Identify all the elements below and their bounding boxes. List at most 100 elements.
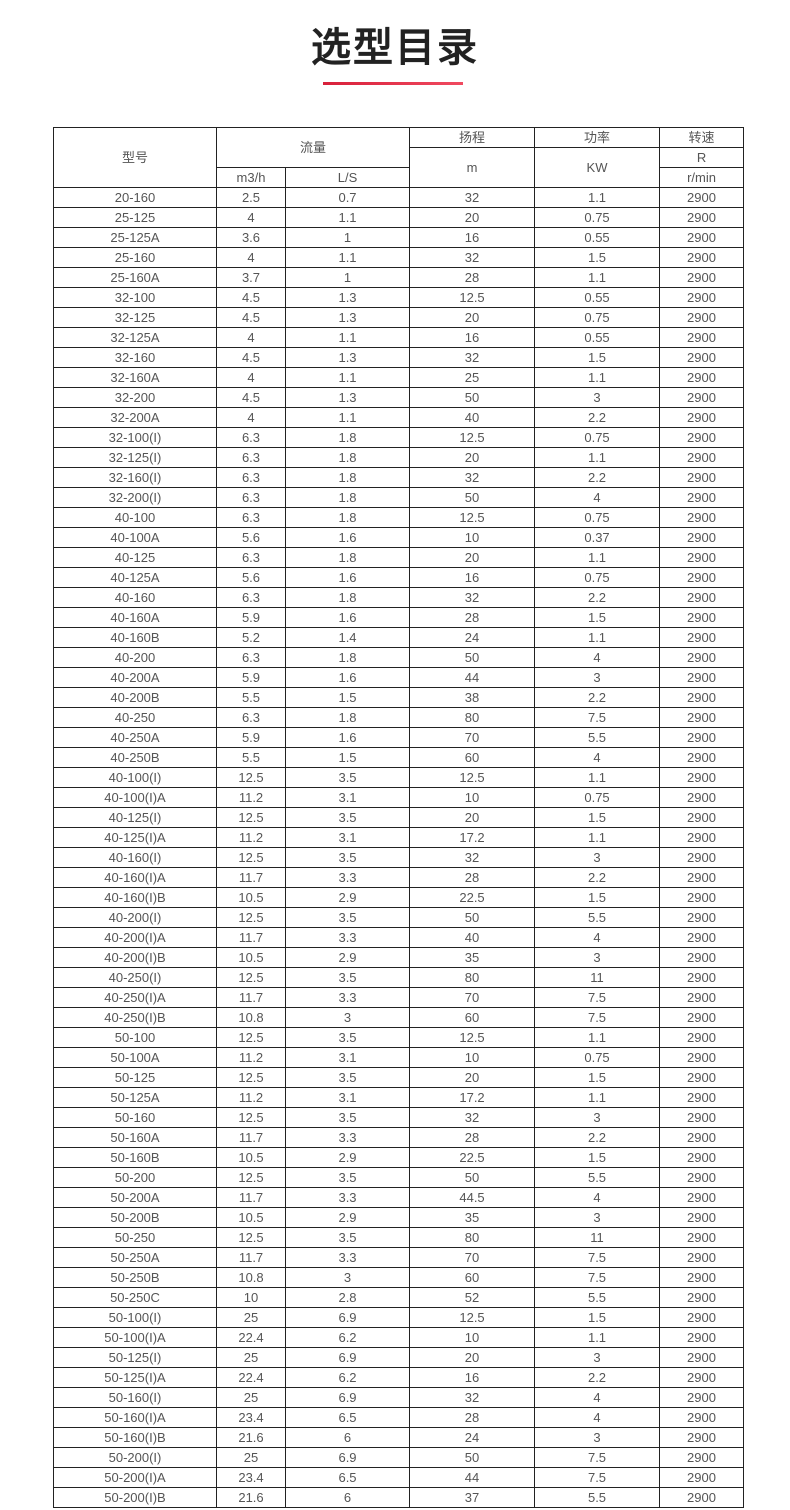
cell-flow-ls: 6.9 [284,1347,411,1368]
cell-head: 24 [409,1427,536,1448]
cell-speed: 2900 [659,267,745,288]
cell-flow-m3h: 5.6 [216,567,286,588]
cell-flow-m3h: 4.5 [216,387,286,408]
cell-power: 4 [534,927,661,948]
cell-flow-ls: 3.5 [284,967,411,988]
cell-power: 1.5 [534,807,661,828]
cell-power: 4 [534,1387,661,1408]
cell-head: 32 [409,847,536,868]
cell-flow-m3h: 11.7 [216,1247,286,1268]
cell-flow-ls: 3.5 [284,1227,411,1248]
cell-flow-ls: 1.6 [284,727,411,748]
cell-model: 50-160A [53,1127,217,1148]
cell-flow-m3h: 12.5 [216,1227,286,1248]
cell-head: 80 [409,707,536,728]
cell-model: 40-100 [53,507,217,528]
cell-head: 12.5 [409,767,536,788]
cell-model: 40-125 [53,547,217,568]
cell-head: 32 [409,347,536,368]
cell-flow-ls: 3.5 [284,1107,411,1128]
cell-head: 28 [409,867,536,888]
cell-speed: 2900 [659,1227,745,1248]
cell-speed: 2900 [659,1387,745,1408]
cell-head: 60 [409,1267,536,1288]
cell-power: 0.55 [534,327,661,348]
selection-table: 型号 流量 扬程 功率 转速 m KW R m3/h L/S r/min 20-… [53,127,745,1508]
cell-speed: 2900 [659,1287,745,1308]
cell-flow-m3h: 5.9 [216,667,286,688]
table-row: 40-100 6.3 1.8 12.5 0.75 2900 [53,507,745,528]
cell-power: 1.1 [534,267,661,288]
cell-head: 28 [409,267,536,288]
cell-power: 1.1 [534,367,661,388]
table-row: 25-125 4 1.1 20 0.75 2900 [53,207,745,228]
table-row: 40-250A 5.9 1.6 70 5.5 2900 [53,727,745,748]
cell-flow-m3h: 6.3 [216,707,286,728]
cell-head: 12.5 [409,507,536,528]
table-row: 25-125A 3.6 1 16 0.55 2900 [53,227,745,248]
cell-speed: 2900 [659,807,745,828]
cell-model: 50-200B [53,1207,217,1228]
table-row: 40-200(I) 12.5 3.5 50 5.5 2900 [53,907,745,928]
title-underline [323,82,463,85]
header-power: 功率 [534,127,661,148]
cell-flow-m3h: 4 [216,407,286,428]
cell-power: 3 [534,1207,661,1228]
table-row: 32-100 4.5 1.3 12.5 0.55 2900 [53,287,745,308]
cell-flow-m3h: 5.9 [216,607,286,628]
cell-head: 40 [409,407,536,428]
cell-head: 32 [409,1387,536,1408]
cell-model: 25-160 [53,247,217,268]
cell-model: 40-160(I) [53,847,217,868]
cell-head: 50 [409,387,536,408]
cell-flow-ls: 3.5 [284,907,411,928]
table-row: 50-100A 11.2 3.1 10 0.75 2900 [53,1047,745,1068]
cell-speed: 2900 [659,187,745,208]
cell-power: 7.5 [534,707,661,728]
table-row: 50-100(I) 25 6.9 12.5 1.5 2900 [53,1307,745,1328]
cell-flow-ls: 1.8 [284,467,411,488]
cell-speed: 2900 [659,527,745,548]
cell-speed: 2900 [659,927,745,948]
table-row: 50-160 12.5 3.5 32 3 2900 [53,1107,745,1128]
cell-model: 50-100 [53,1027,217,1048]
cell-flow-ls: 3.1 [284,787,411,808]
cell-flow-ls: 1.8 [284,447,411,468]
cell-model: 32-160(I) [53,467,217,488]
table-row: 50-160A 11.7 3.3 28 2.2 2900 [53,1127,745,1148]
table-row: 40-250 6.3 1.8 80 7.5 2900 [53,707,745,728]
cell-flow-ls: 3.1 [284,1087,411,1108]
cell-power: 1.1 [534,447,661,468]
cell-speed: 2900 [659,427,745,448]
cell-flow-m3h: 11.7 [216,1127,286,1148]
cell-model: 50-125(I) [53,1347,217,1368]
cell-head: 40 [409,927,536,948]
cell-head: 17.2 [409,827,536,848]
cell-speed: 2900 [659,287,745,308]
cell-flow-m3h: 22.4 [216,1327,286,1348]
cell-flow-m3h: 6.3 [216,587,286,608]
cell-power: 4 [534,647,661,668]
table-row: 50-200B 10.5 2.9 35 3 2900 [53,1207,745,1228]
table-row: 50-160B 10.5 2.9 22.5 1.5 2900 [53,1147,745,1168]
cell-flow-m3h: 6.3 [216,547,286,568]
cell-flow-m3h: 4 [216,367,286,388]
cell-flow-m3h: 6.3 [216,507,286,528]
cell-head: 28 [409,1127,536,1148]
cell-power: 0.75 [534,307,661,328]
cell-flow-ls: 3.5 [284,1027,411,1048]
table-row: 50-250C 10 2.8 52 5.5 2900 [53,1287,745,1308]
cell-speed: 2900 [659,687,745,708]
cell-head: 35 [409,947,536,968]
table-row: 50-200(I) 25 6.9 50 7.5 2900 [53,1447,745,1468]
cell-flow-m3h: 10 [216,1287,286,1308]
cell-model: 40-200(I)A [53,927,217,948]
cell-flow-ls: 1.8 [284,547,411,568]
table-row: 32-100(I) 6.3 1.8 12.5 0.75 2900 [53,427,745,448]
cell-head: 12.5 [409,287,536,308]
cell-flow-m3h: 12.5 [216,967,286,988]
cell-power: 1.1 [534,547,661,568]
cell-flow-m3h: 10.8 [216,1007,286,1028]
cell-speed: 2900 [659,507,745,528]
cell-power: 3 [534,387,661,408]
